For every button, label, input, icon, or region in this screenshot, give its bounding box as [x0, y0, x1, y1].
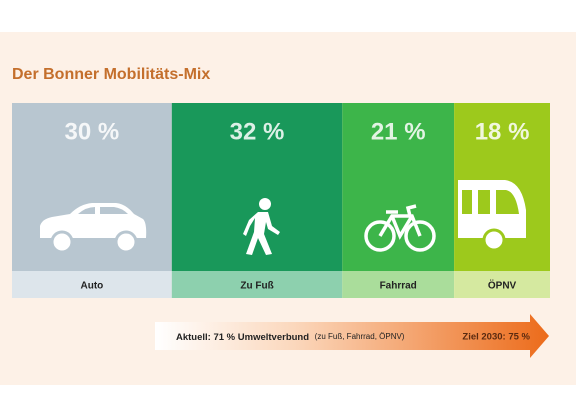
chart-title: Der Bonner Mobilitäts-Mix — [12, 66, 210, 83]
bar-segment — [342, 103, 455, 271]
annotation-target: Ziel 2030: 75 % — [462, 332, 530, 343]
bars: 30 % Auto 32 % Zu Fuß 21 % Fahrrad 18 % ÖPNV — [12, 103, 550, 298]
annotation-current: Aktuell: 71 % Umweltverbund — [176, 332, 309, 343]
value-label: 18 % — [475, 118, 530, 145]
label-strip — [171, 271, 343, 298]
arrow — [155, 314, 549, 358]
category-label: Zu Fuß — [240, 281, 273, 292]
car-icon — [40, 203, 147, 254]
label-strip — [454, 271, 550, 298]
bar-segment — [171, 103, 343, 271]
label-strip — [12, 271, 172, 298]
value-label: 32 % — [230, 118, 285, 145]
bus-icon — [458, 180, 526, 252]
category-label: ÖPNV — [488, 279, 517, 292]
value-label: 21 % — [371, 118, 426, 145]
label-strip — [342, 271, 455, 298]
category-label: Auto — [81, 281, 104, 292]
bar-segment — [12, 103, 172, 271]
category-label: Fahrrad — [380, 281, 417, 292]
bicycle-icon — [364, 204, 436, 252]
value-label: 30 % — [65, 118, 120, 145]
pedestrian-icon — [243, 198, 280, 255]
annotation: Aktuell: 71 % Umweltverbund (zu Fuß, Fah… — [176, 332, 405, 343]
icons — [40, 180, 526, 255]
annotation-note: (zu Fuß, Fahrrad, ÖPNV) — [315, 332, 405, 341]
